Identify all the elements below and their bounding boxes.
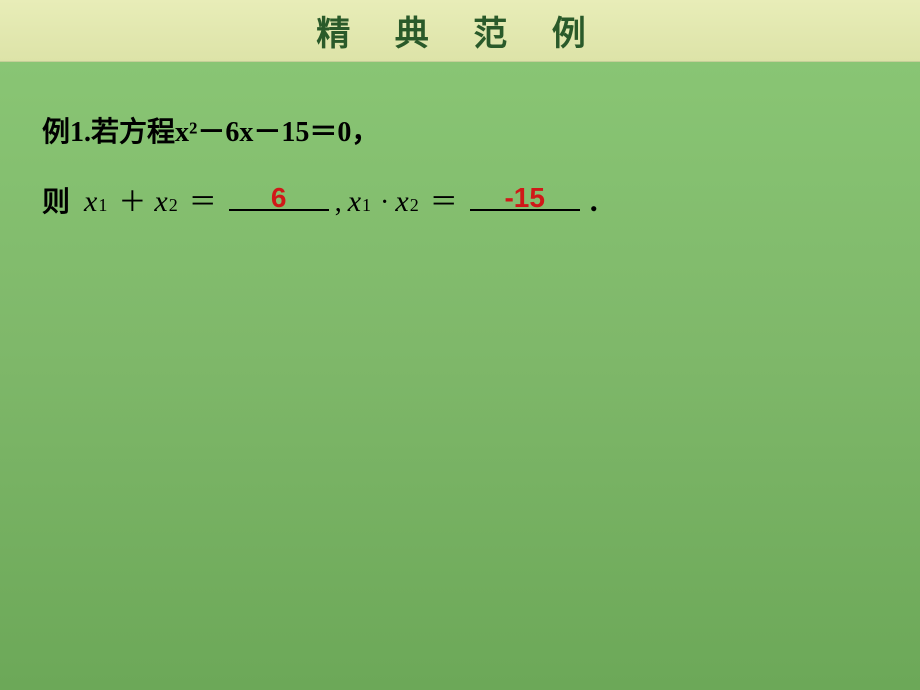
prod-eq: ＝ (422, 182, 466, 224)
separator-comma: , (333, 182, 348, 224)
prod-var2: x (395, 179, 408, 224)
sum-eq: ＝ (181, 182, 225, 224)
header-banner: 精 典 范 例 (0, 0, 920, 62)
blank-product: -15 (470, 181, 580, 211)
blank-sum: 6 (229, 181, 329, 211)
sum-op: ＋ (110, 182, 154, 224)
problem-statement: 例1.若方程x²－6x－15＝0， (42, 112, 878, 154)
header-title: 精 典 范 例 (316, 6, 604, 55)
sum-var2: x (154, 179, 167, 224)
prod-sub1: 1 (361, 192, 374, 219)
example-label: 例1. (42, 117, 91, 148)
equation-text: x²－6x－15＝0， (175, 117, 379, 148)
answer-product: -15 (504, 182, 544, 213)
statement-prefix: 若方程 (91, 117, 175, 148)
end-period: . (584, 176, 598, 224)
prod-op: · (374, 182, 395, 224)
prod-sub2: 2 (409, 192, 422, 219)
content-area: 例1.若方程x²－6x－15＝0， 则 x 1 ＋ x 2 ＝ 6 , x 1 … (0, 62, 920, 274)
answer-sum: 6 (271, 182, 287, 213)
then-label: 则 (42, 182, 70, 224)
problem-expression-line: 则 x 1 ＋ x 2 ＝ 6 , x 1 · x 2 ＝ -15 . (42, 176, 878, 224)
sum-sub2: 2 (168, 192, 181, 219)
sum-sub1: 1 (97, 192, 110, 219)
sum-var1: x (84, 179, 97, 224)
prod-var1: x (348, 179, 361, 224)
